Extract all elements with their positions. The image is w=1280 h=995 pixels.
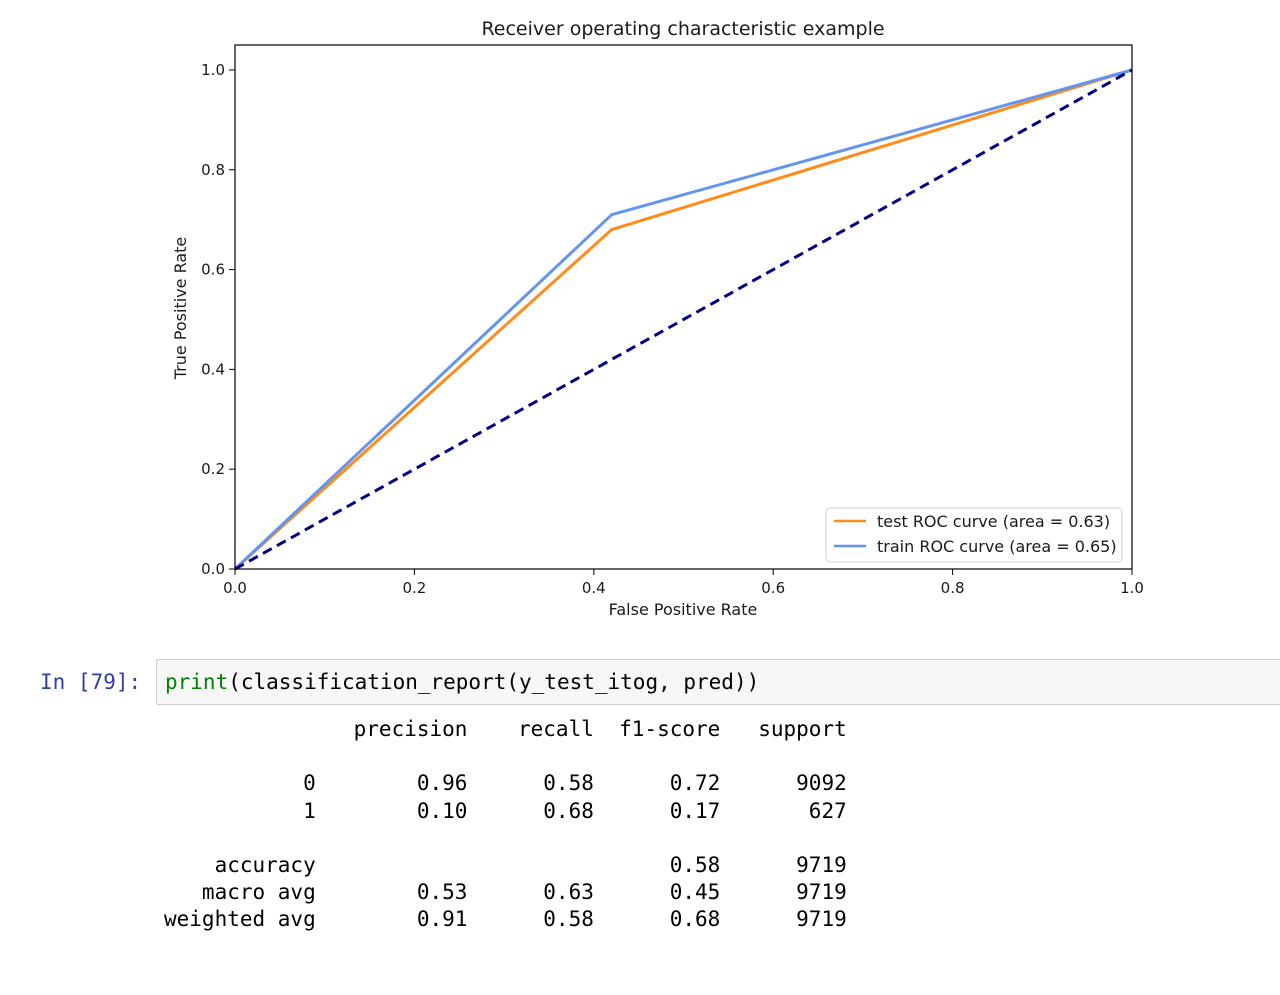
- legend-box: [825, 507, 1123, 563]
- y-tick-label: 0.2: [201, 460, 225, 478]
- x-tick-label: 0.0: [223, 579, 247, 597]
- chart-title: Receiver operating characteristic exampl…: [481, 18, 884, 40]
- y-tick-label: 0.4: [201, 360, 225, 378]
- code-text: print(classification_report(y_test_itog,…: [165, 670, 759, 694]
- series-diagonal-reference: [234, 68, 1133, 571]
- x-tick-label: 0.8: [941, 579, 965, 597]
- code-cell: In [79]: print(classification_report(y_t…: [0, 656, 1280, 708]
- legend-label-test: test ROC curve (area = 0.63): [877, 512, 1110, 531]
- y-tick-label: 0.0: [201, 560, 225, 578]
- roc-chart: Receiver operating characteristic exampl…: [171, 18, 1144, 619]
- code-rest: (classification_report(y_test_itog, pred…: [228, 670, 760, 694]
- x-tick-label: 1.0: [1120, 579, 1144, 597]
- x-tick-label: 0.6: [761, 579, 785, 597]
- y-axis-label: True Positive Rate: [171, 237, 190, 381]
- y-tick-label: 0.8: [201, 161, 225, 179]
- x-tick-label: 0.4: [582, 579, 606, 597]
- legend-label-train: train ROC curve (area = 0.65): [877, 537, 1117, 556]
- legend: test ROC curve (area = 0.63) train ROC c…: [825, 507, 1123, 563]
- y-ticks: 0.0 0.2 0.4 0.6 0.8 1.0: [201, 61, 235, 578]
- plot-lines: [233, 68, 1133, 571]
- plot-frame: [234, 44, 1133, 570]
- code-input[interactable]: print(classification_report(y_test_itog,…: [156, 659, 1280, 705]
- series-train-roc: [233, 68, 1133, 571]
- x-tick-label: 0.2: [402, 579, 426, 597]
- x-axis-label: False Positive Rate: [609, 600, 758, 619]
- y-tick-label: 0.6: [201, 261, 225, 279]
- y-tick-label: 1.0: [201, 61, 225, 79]
- x-ticks: 0.0 0.2 0.4 0.6 0.8 1.0: [223, 569, 1144, 597]
- cell-prompt: In [79]:: [40, 670, 142, 694]
- cell-output: precision recall f1-score support 0 0.96…: [164, 717, 847, 932]
- series-test-roc: [233, 68, 1133, 571]
- code-builtin: print: [165, 670, 229, 694]
